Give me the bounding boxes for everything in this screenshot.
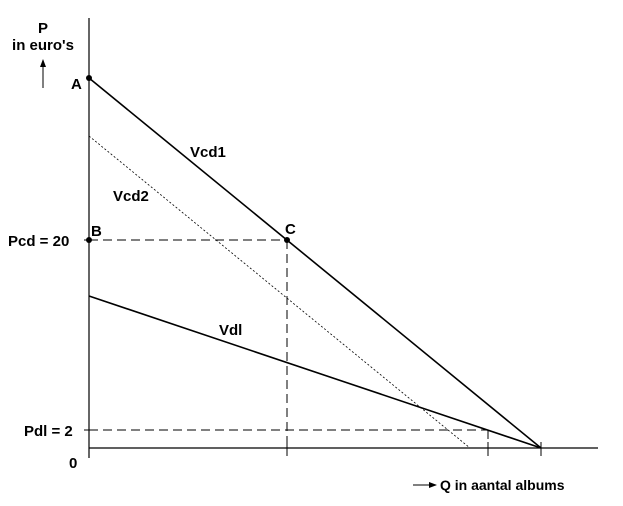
point-c-marker (284, 237, 290, 243)
point-c-label: C (285, 221, 296, 238)
vcd2-curve (88, 135, 471, 449)
point-a-label: A (71, 76, 82, 93)
vcd1-curve (88, 77, 542, 449)
y-axis-title-p: P (38, 20, 48, 37)
y-axis-title-unit: in euro's (12, 37, 74, 54)
vcd2-label: Vcd2 (113, 188, 149, 205)
pcd-label: Pcd = 20 (8, 233, 69, 250)
point-b-label: B (91, 223, 102, 240)
point-a-marker (86, 75, 92, 81)
vdl-label: Vdl (219, 322, 242, 339)
vcd1-label: Vcd1 (190, 144, 226, 161)
point-b-marker (86, 237, 92, 243)
pdl-label: Pdl = 2 (24, 423, 73, 440)
origin-label: 0 (69, 455, 77, 472)
vdl-curve (88, 295, 542, 449)
x-axis-title: Q in aantal albums (440, 477, 565, 493)
